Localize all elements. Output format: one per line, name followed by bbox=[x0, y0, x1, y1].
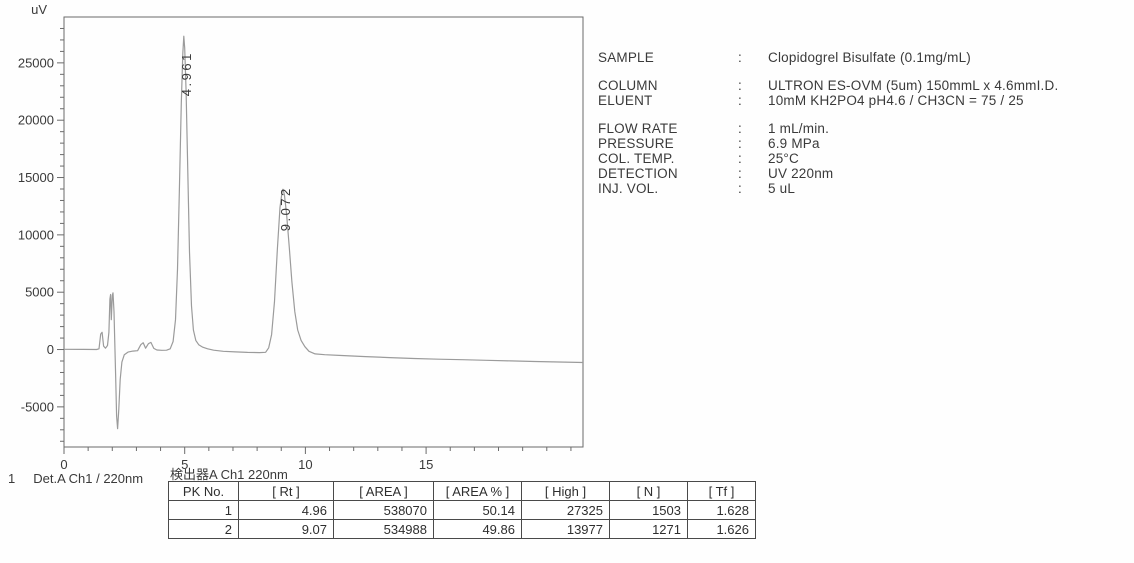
trace-det-a-ch1 bbox=[63, 35, 584, 430]
cell-pk-no: 2 bbox=[168, 519, 239, 539]
peak-label-2: 9.072 bbox=[278, 186, 293, 231]
y-tick-label: 10000 bbox=[18, 227, 54, 242]
cell-high: 27325 bbox=[521, 500, 610, 520]
info-separator: : bbox=[738, 121, 742, 136]
info-separator: : bbox=[738, 181, 742, 196]
info-row-col-temp: COL. TEMP. : 25°C bbox=[598, 151, 1058, 166]
table-row: 2 9.07 534988 49.86 13977 1271 1.626 bbox=[168, 519, 756, 539]
y-tick-label: 25000 bbox=[18, 55, 54, 70]
y-tick-label: -5000 bbox=[21, 399, 54, 414]
info-separator: : bbox=[738, 166, 742, 181]
x-tick-label: 0 bbox=[60, 457, 67, 472]
info-row-inj-vol: INJ. VOL. : 5 uL bbox=[598, 181, 1058, 196]
y-tick-label: 20000 bbox=[18, 113, 54, 128]
peak-label-1: 4.961 bbox=[179, 51, 194, 96]
info-label: DETECTION bbox=[598, 166, 678, 181]
chromatogram-plot: uV -5000 0 5000 10000 15000 20000 25000 0 5 10 15 4.… bbox=[18, 2, 584, 472]
info-value: ULTRON ES-OVM (5um) 150mmL x 4.6mmI.D. bbox=[768, 78, 1059, 93]
info-label: INJ. VOL. bbox=[598, 181, 659, 196]
col-header-tf: [ Tf ] bbox=[687, 481, 756, 501]
y-tick-label: 0 bbox=[47, 342, 54, 357]
cell-tf: 1.628 bbox=[687, 500, 756, 520]
info-separator: : bbox=[738, 93, 742, 108]
info-separator: : bbox=[738, 136, 742, 151]
info-row-sample: SAMPLE : Clopidogrel Bisulfate (0.1mg/mL… bbox=[598, 50, 1058, 65]
peak-table: PK No. [ Rt ] [ AREA ] [ AREA % ] [ High… bbox=[168, 481, 756, 539]
info-value: 25°C bbox=[768, 151, 799, 166]
cell-rt: 4.96 bbox=[238, 500, 334, 520]
peak-table-header-row: PK No. [ Rt ] [ AREA ] [ AREA % ] [ High… bbox=[168, 481, 756, 501]
col-header-area-pct: [ AREA % ] bbox=[433, 481, 522, 501]
info-row-flow-rate: FLOW RATE : 1 mL/min. bbox=[598, 121, 1058, 136]
info-label: ELUENT bbox=[598, 93, 653, 108]
cell-pk-no: 1 bbox=[168, 500, 239, 520]
cell-area: 534988 bbox=[333, 519, 434, 539]
info-value: 10mM KH2PO4 pH4.6 / CH3CN = 75 / 25 bbox=[768, 93, 1024, 108]
info-value: 5 uL bbox=[768, 181, 796, 196]
info-row-detection: DETECTION : UV 220nm bbox=[598, 166, 1058, 181]
cell-high: 13977 bbox=[521, 519, 610, 539]
info-label: FLOW RATE bbox=[598, 121, 678, 136]
table-row: 1 4.96 538070 50.14 27325 1503 1.628 bbox=[168, 500, 756, 520]
run-conditions-panel: SAMPLE : Clopidogrel Bisulfate (0.1mg/mL… bbox=[598, 50, 1058, 196]
info-row-column: COLUMN : ULTRON ES-OVM (5um) 150mmL x 4.… bbox=[598, 78, 1058, 93]
info-value: UV 220nm bbox=[768, 166, 834, 181]
col-header-pk-no: PK No. bbox=[168, 481, 239, 501]
col-header-area: [ AREA ] bbox=[333, 481, 434, 501]
info-row-pressure: PRESSURE : 6.9 MPa bbox=[598, 136, 1058, 151]
y-tick-label: 15000 bbox=[18, 170, 54, 185]
channel-label: Det.A Ch1 / 220nm bbox=[33, 471, 144, 486]
info-value: 1 mL/min. bbox=[768, 121, 830, 136]
info-label: COL. TEMP. bbox=[598, 151, 675, 166]
cell-area-pct: 49.86 bbox=[433, 519, 522, 539]
y-axis-unit-label: uV bbox=[31, 2, 47, 17]
x-tick-label: 5 bbox=[181, 457, 188, 472]
peak-table-title: 検出器A Ch1 220nm bbox=[170, 467, 288, 482]
col-header-high: [ High ] bbox=[521, 481, 610, 501]
plot-frame bbox=[63, 16, 584, 448]
info-separator: : bbox=[738, 50, 742, 65]
info-row-eluent: ELUENT : 10mM KH2PO4 pH4.6 / CH3CN = 75 … bbox=[598, 93, 1058, 108]
cell-area: 538070 bbox=[333, 500, 434, 520]
info-label: SAMPLE bbox=[598, 50, 654, 65]
info-label: PRESSURE bbox=[598, 136, 674, 151]
cell-tf: 1.626 bbox=[687, 519, 756, 539]
cell-rt: 9.07 bbox=[238, 519, 334, 539]
col-header-n: [ N ] bbox=[609, 481, 688, 501]
x-tick-label: 10 bbox=[298, 457, 312, 472]
cell-area-pct: 50.14 bbox=[433, 500, 522, 520]
x-tick-label: 15 bbox=[419, 457, 433, 472]
y-tick-label: 5000 bbox=[25, 285, 54, 300]
info-separator: : bbox=[738, 151, 742, 166]
col-header-rt: [ Rt ] bbox=[238, 481, 334, 501]
info-separator: : bbox=[738, 78, 742, 93]
info-label: COLUMN bbox=[598, 78, 658, 93]
channel-caption: 1 Det.A Ch1 / 220nm bbox=[8, 471, 143, 486]
cell-n: 1271 bbox=[609, 519, 688, 539]
cell-n: 1503 bbox=[609, 500, 688, 520]
info-value: 6.9 MPa bbox=[768, 136, 820, 151]
info-value: Clopidogrel Bisulfate (0.1mg/mL) bbox=[768, 50, 971, 65]
channel-index: 1 bbox=[8, 471, 16, 486]
